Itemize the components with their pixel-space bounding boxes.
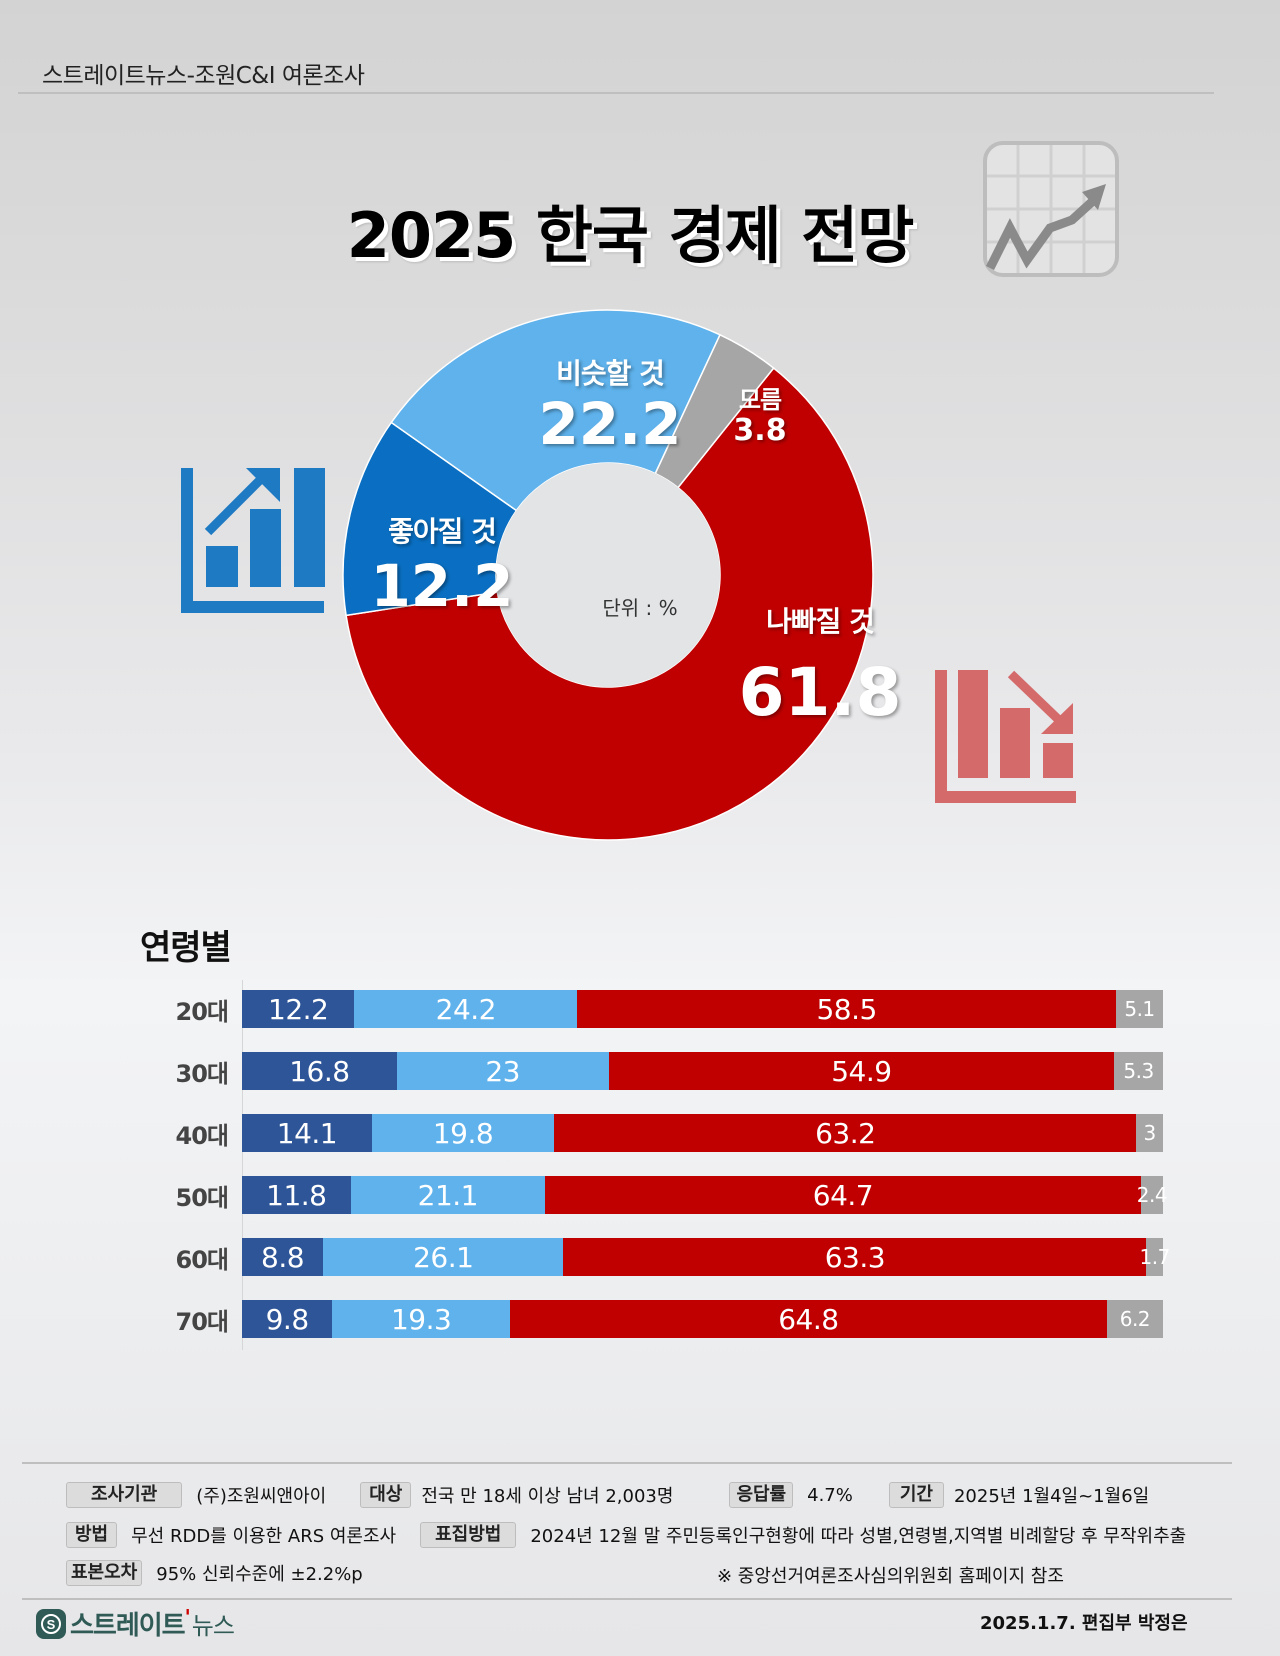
age-stacked-bar-chart: 20대 12.2 24.2 58.5 5.1 30대 16.8 23 54.9 … <box>150 980 1170 1362</box>
value-margin-of-error: 95% 신뢰수준에 ±2.2%p <box>156 1564 363 1585</box>
footer-divider-top <box>22 1462 1232 1464</box>
tag-margin-of-error: 표본오차 <box>66 1560 143 1586</box>
section-title-age: 연령별 <box>140 928 232 968</box>
brand-logo[interactable]: S 스트레이트 ' 뉴스 <box>36 1604 235 1642</box>
value-sampling: 2024년 12월 말 주민등록인구현황에 따라 성별,연령별,지역별 비례할당… <box>530 1526 1187 1547</box>
survey-info-row-3: 표본오차 95% 신뢰수준에 ±2.2%p <box>66 1560 395 1586</box>
bar-row-label: 30대 <box>175 1059 229 1088</box>
bar-seg-unknown[interactable]: 5.1 <box>1116 990 1163 1028</box>
bar-track: 9.8 19.3 64.8 6.2 <box>242 1300 1163 1338</box>
bar-seg-unknown[interactable]: 6.2 <box>1106 1300 1163 1338</box>
value-period: 2025년 1월4일~1월6일 <box>953 1486 1150 1507</box>
bar-seg-unknown[interactable]: 3 <box>1136 1114 1163 1152</box>
footer-divider-bottom <box>22 1598 1232 1600</box>
bar-row-label: 50대 <box>175 1183 229 1212</box>
bar-row-20s: 20대 12.2 24.2 58.5 5.1 <box>150 990 1170 1028</box>
bar-chart-up-icon <box>178 460 328 620</box>
bar-seg-similar[interactable]: 24.2 <box>354 990 578 1028</box>
bar-seg-worse[interactable]: 58.5 <box>577 990 1117 1028</box>
svg-text:S: S <box>47 1617 56 1632</box>
reference-note: ※ 중앙선거여론조사심의위원회 홈페이지 참조 <box>717 1566 1064 1587</box>
bar-track: 14.1 19.8 63.2 3 <box>242 1114 1163 1152</box>
bar-row-label: 60대 <box>175 1245 229 1274</box>
tag-sampling: 표집방법 <box>420 1522 517 1548</box>
bar-row-label: 70대 <box>175 1307 229 1336</box>
bar-row-60s: 60대 8.8 26.1 63.3 1.7 <box>150 1238 1170 1276</box>
bar-seg-similar[interactable]: 21.1 <box>350 1176 545 1214</box>
bar-seg-better[interactable]: 11.8 <box>242 1176 351 1214</box>
bar-seg-better[interactable]: 8.8 <box>242 1238 324 1276</box>
brand-accent-mark: ' <box>184 1604 191 1629</box>
tag-response-rate: 응답률 <box>729 1482 794 1508</box>
publication-credit: 2025.1.7. 편집부 박정은 <box>980 1613 1188 1634</box>
brand-name-main: 스트레이트 <box>70 1611 186 1641</box>
bar-seg-worse[interactable]: 64.8 <box>510 1300 1107 1338</box>
tag-method: 방법 <box>66 1522 118 1548</box>
bar-row-70s: 70대 9.8 19.3 64.8 6.2 <box>150 1300 1170 1338</box>
bar-seg-unknown[interactable]: 5.3 <box>1114 1052 1163 1090</box>
page-title: 2025 한국 경제 전망 <box>346 199 915 272</box>
bar-seg-similar[interactable]: 23 <box>396 1052 609 1090</box>
brand-s-icon: S <box>36 1608 66 1639</box>
bar-seg-worse[interactable]: 54.9 <box>608 1052 1115 1090</box>
bar-row-30s: 30대 16.8 23 54.9 5.3 <box>150 1052 1170 1090</box>
donut-slice-worse[interactable] <box>345 367 874 841</box>
bar-row-40s: 40대 14.1 19.8 63.2 3 <box>150 1114 1170 1152</box>
bar-axis-line <box>242 980 243 1350</box>
bar-chart-down-icon <box>933 668 1078 806</box>
bar-seg-worse[interactable]: 64.7 <box>545 1176 1141 1214</box>
bar-track: 16.8 23 54.9 5.3 <box>242 1052 1163 1090</box>
poll-source-header: 스트레이트뉴스-조원C&I 여론조사 <box>42 63 365 89</box>
value-response-rate: 4.7% <box>807 1484 853 1506</box>
bar-track: 11.8 21.1 64.7 2.4 <box>242 1176 1168 1214</box>
survey-info-row-1: 조사기관 (주)조원씨앤아이 대상 전국 만 18세 이상 남녀 2,003명 … <box>66 1482 1181 1508</box>
survey-info-row-2: 방법 무선 RDD를 이용한 ARS 여론조사 표집방법 2024년 12월 말… <box>66 1522 1218 1548</box>
bar-seg-unknown[interactable]: 1.7 <box>1140 1238 1170 1276</box>
bar-seg-better[interactable]: 14.1 <box>242 1114 372 1152</box>
bar-seg-better[interactable]: 16.8 <box>242 1052 397 1090</box>
bar-seg-similar[interactable]: 19.3 <box>332 1300 510 1338</box>
value-agency: (주)조원씨앤아이 <box>196 1486 327 1507</box>
tag-target: 대상 <box>360 1482 412 1508</box>
bar-seg-better[interactable]: 9.8 <box>242 1300 333 1338</box>
header-divider <box>18 92 1214 94</box>
tag-agency: 조사기관 <box>66 1482 183 1508</box>
value-method: 무선 RDD를 이용한 ARS 여론조사 <box>131 1526 397 1547</box>
bar-seg-unknown[interactable]: 2.4 <box>1137 1176 1168 1214</box>
bar-seg-worse[interactable]: 63.2 <box>554 1114 1137 1152</box>
bar-seg-similar[interactable]: 26.1 <box>323 1238 564 1276</box>
value-target: 전국 만 18세 이상 남녀 2,003명 <box>421 1486 674 1507</box>
bar-row-label: 20대 <box>175 997 229 1026</box>
bar-row-50s: 50대 11.8 21.1 64.7 2.4 <box>150 1176 1170 1214</box>
bar-track: 8.8 26.1 63.3 1.7 <box>242 1238 1170 1276</box>
line-chart-trend-up-icon <box>982 140 1120 278</box>
bar-seg-similar[interactable]: 19.8 <box>371 1114 555 1152</box>
donut-chart: 비슷할 것 22.2 모름 3.8 좋아질 것 12.2 나빠질 것 61.8 <box>342 309 901 841</box>
bar-row-label: 40대 <box>175 1121 229 1150</box>
brand-name-sub: 뉴스 <box>191 1612 235 1640</box>
bar-seg-worse[interactable]: 63.3 <box>563 1238 1147 1276</box>
unit-label: 단위 : % <box>602 596 678 620</box>
bar-track: 12.2 24.2 58.5 5.1 <box>242 990 1163 1028</box>
tag-period: 기간 <box>888 1482 944 1508</box>
bar-seg-better[interactable]: 12.2 <box>242 990 355 1028</box>
